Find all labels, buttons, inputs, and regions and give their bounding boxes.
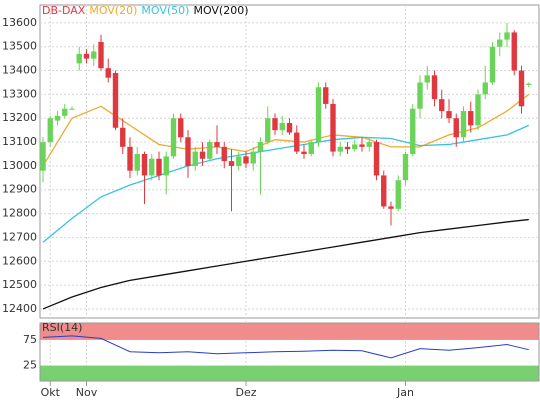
candle-body [163, 156, 169, 176]
candle-body [134, 153, 140, 171]
candle-body [47, 118, 53, 143]
candle-body [112, 72, 119, 128]
y-tick-label: 12400 [2, 302, 37, 315]
x-tick-label: Nov [76, 386, 98, 399]
candle-body [127, 146, 133, 171]
price-frame [39, 4, 540, 319]
candle-body [185, 137, 191, 166]
candle-body [330, 103, 336, 152]
candle-body [308, 142, 314, 154]
x-tick-label: Okt [41, 386, 61, 399]
x-tick-label: Dez [235, 386, 256, 399]
candle-body [98, 41, 104, 69]
y-tick-label: 12800 [2, 207, 37, 220]
y-tick-label: 25 [23, 359, 37, 372]
moving-average-line [42, 218, 529, 310]
y-tick-label: 12600 [2, 254, 37, 267]
candle-body [76, 53, 82, 64]
moving-average-line [42, 124, 530, 243]
candle-body [410, 108, 416, 154]
y-tick-label: 13000 [2, 159, 37, 172]
candle-body [489, 46, 496, 83]
candle-body [236, 156, 242, 166]
y-tick-label: 75 [23, 333, 37, 346]
panel-title: RSI(14) [42, 321, 82, 334]
candle-body [294, 132, 300, 152]
candle-body [402, 153, 409, 181]
candle-body [460, 111, 467, 138]
candle-body [468, 111, 474, 126]
candle-body [178, 118, 184, 138]
candle-body [257, 142, 264, 152]
rsi-line [42, 335, 529, 359]
candle-body [141, 153, 148, 176]
candle-body [395, 180, 401, 209]
candle-body [192, 151, 198, 166]
candle-body [482, 82, 488, 95]
candle-body [431, 75, 438, 100]
candle-body [417, 82, 423, 109]
candle-body [54, 115, 61, 121]
candle-body [511, 32, 517, 71]
candle-body [475, 94, 481, 126]
candle-body [366, 142, 372, 147]
candle-body [170, 118, 177, 157]
candle-body [156, 158, 162, 176]
candle-body [105, 68, 111, 78]
candle-body [228, 161, 235, 166]
candle-body [352, 144, 358, 150]
candle-body [424, 75, 430, 83]
candle-body [323, 87, 329, 104]
x-tick-label: Jan [396, 386, 414, 399]
candle-body [265, 118, 271, 143]
y-tick-label: 13300 [2, 87, 37, 100]
candle-body [344, 146, 351, 150]
candle-body [120, 127, 126, 147]
legend-entry: MOV(50) [141, 4, 189, 17]
candle-body [439, 99, 445, 112]
candle-body [518, 70, 525, 107]
candle-body [446, 111, 452, 119]
candle-body [62, 108, 68, 116]
y-tick-label: 13100 [2, 135, 37, 148]
y-tick-label: 13500 [2, 40, 37, 53]
candle-body [526, 83, 532, 85]
legend-entry: MOV(200) [193, 4, 248, 17]
candle-body [40, 142, 46, 171]
candle-body [272, 118, 278, 131]
candle-body [279, 123, 285, 131]
candle-body [214, 142, 220, 147]
y-tick-label: 12900 [2, 183, 37, 196]
y-tick-label: 13400 [2, 64, 37, 77]
candle-body [83, 53, 90, 59]
candle-body [315, 87, 322, 143]
candle-body [91, 51, 97, 59]
candle-body [337, 146, 343, 152]
candle-body [221, 146, 227, 162]
candle-body [359, 144, 365, 147]
candle-body [69, 108, 75, 110]
legend-entry: MOV(20) [89, 4, 137, 17]
candle-body [301, 151, 307, 154]
oversold-zone [40, 365, 539, 381]
candle-body [388, 206, 394, 209]
candle-body [207, 142, 213, 159]
candle-body [286, 123, 293, 133]
y-tick-label: 12500 [2, 278, 37, 291]
candle-body [497, 39, 503, 47]
legend-entry: DB-DAX [42, 4, 86, 17]
y-tick-label: 12700 [2, 230, 37, 243]
candle-body [373, 142, 380, 176]
candle-body [381, 175, 387, 207]
candle-body [243, 156, 249, 164]
candle-body [199, 151, 206, 159]
candle-body [250, 151, 256, 164]
candle-body [453, 118, 459, 138]
overbought-zone [40, 323, 539, 340]
candle-body [504, 32, 510, 40]
candle-body [149, 158, 155, 176]
y-tick-label: 13200 [2, 111, 37, 124]
y-tick-label: 13600 [2, 16, 37, 29]
